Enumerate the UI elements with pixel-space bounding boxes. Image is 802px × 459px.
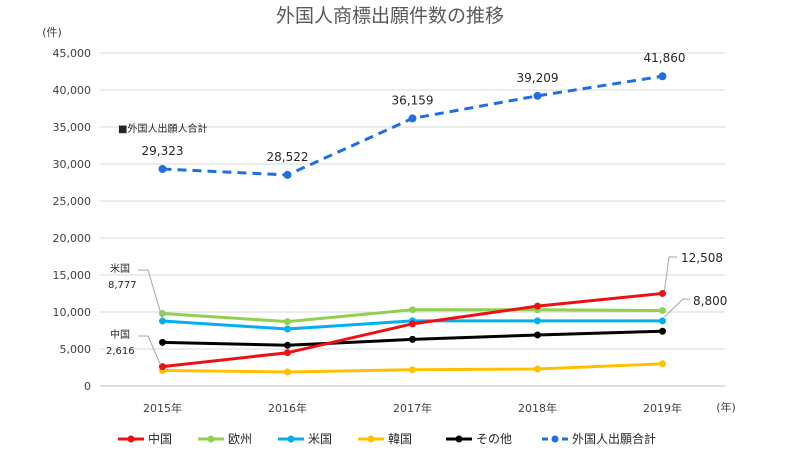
- x-tick-label: 2015年: [143, 401, 182, 415]
- legend-swatch-marker: [207, 435, 215, 443]
- y-tick-label: 0: [84, 380, 91, 393]
- legend-label: 欧州: [228, 432, 252, 446]
- x-tick-label: 2017年: [393, 401, 432, 415]
- annotation-china-value: 2,616: [106, 346, 135, 357]
- y-tick-label: 30,000: [53, 158, 92, 171]
- annotation-china-name: 中国: [110, 328, 130, 341]
- y-tick-label: 25,000: [53, 195, 92, 208]
- legend-label: 韓国: [388, 432, 412, 446]
- data-point: [659, 327, 666, 335]
- legend-label: 中国: [148, 431, 172, 446]
- annotation-us-name: 米国: [110, 262, 130, 275]
- annotation-leader-line: [664, 298, 690, 318]
- data-point: [659, 289, 666, 297]
- y-tick-label: 40,000: [53, 84, 92, 97]
- annotation-leader-line: [138, 335, 161, 365]
- y-tick-label: 15,000: [53, 269, 92, 282]
- data-point: [283, 170, 292, 179]
- data-point: [534, 317, 541, 325]
- x-axis-unit: (年): [716, 400, 736, 414]
- data-point: [533, 91, 542, 100]
- x-tick-label: 2016年: [268, 401, 307, 415]
- legend-label: 外国人出願合計: [572, 431, 656, 446]
- data-point: [409, 335, 416, 343]
- data-point: [159, 338, 166, 346]
- legend: 中国 欧州 米国 韓国 その他 外国人出願合計: [118, 431, 656, 446]
- legend-label: 米国: [308, 432, 332, 446]
- annotation-china-end: 12,508: [681, 251, 723, 265]
- data-point: [159, 363, 166, 371]
- y-axis: 0 5,000 10,000 15,000 20,000 25,000 30,000 35,0…: [53, 47, 92, 393]
- data-point: [284, 349, 291, 357]
- data-label: 28,522: [267, 150, 309, 164]
- data-point: [659, 317, 666, 325]
- data-point: [408, 114, 417, 123]
- data-point: [534, 302, 541, 310]
- data-point: [659, 307, 666, 315]
- y-tick-label: 5,000: [60, 343, 92, 356]
- data-label: 39,209: [517, 71, 559, 85]
- data-point: [409, 306, 416, 314]
- legend-swatch-marker: [127, 435, 135, 443]
- annotation-total-note: ■外国人出願人合計: [118, 122, 207, 135]
- annotation-us-value: 8,777: [108, 280, 137, 291]
- data-point: [284, 368, 291, 376]
- data-point: [534, 365, 541, 373]
- data-point: [284, 325, 291, 333]
- data-point: [409, 320, 416, 328]
- y-tick-label: 10,000: [53, 306, 92, 319]
- legend-swatch-marker: [551, 435, 559, 443]
- x-tick-label: 2019年: [643, 401, 682, 415]
- y-tick-label: 35,000: [53, 121, 92, 134]
- data-point: [158, 165, 167, 174]
- gridlines: [100, 52, 725, 387]
- data-point: [159, 317, 166, 325]
- annotation-leader-line: [138, 269, 163, 320]
- data-label: 29,323: [142, 144, 184, 158]
- x-axis: 2015年 2016年 2017年 2018年 2019年: [143, 401, 682, 415]
- plot-area: [158, 72, 667, 376]
- data-point: [658, 72, 667, 81]
- data-labels: 29,323 28,522 36,159 39,209 41,860 ■外国人出願人合計米…: [106, 51, 727, 365]
- data-point: [284, 318, 291, 326]
- y-axis-unit: (件): [42, 26, 62, 39]
- legend-swatch-marker: [455, 435, 463, 443]
- legend-swatch-marker: [287, 435, 295, 443]
- data-point: [659, 360, 666, 368]
- series-line: [162, 74, 663, 177]
- legend-label: その他: [476, 432, 512, 446]
- data-point: [284, 341, 291, 349]
- data-point: [534, 331, 541, 339]
- y-tick-label: 20,000: [53, 232, 92, 245]
- legend-swatch-marker: [367, 435, 375, 443]
- data-label: 36,159: [392, 93, 434, 107]
- annotation-us-end: 8,800: [693, 294, 727, 308]
- annotation-leader-line: [664, 256, 677, 291]
- data-label: 41,860: [644, 51, 686, 65]
- series-line: [162, 291, 663, 369]
- x-tick-label: 2018年: [518, 401, 557, 415]
- data-point: [409, 366, 416, 374]
- chart-title: 外国人商標出願件数の推移: [276, 5, 504, 27]
- y-tick-label: 45,000: [53, 47, 92, 60]
